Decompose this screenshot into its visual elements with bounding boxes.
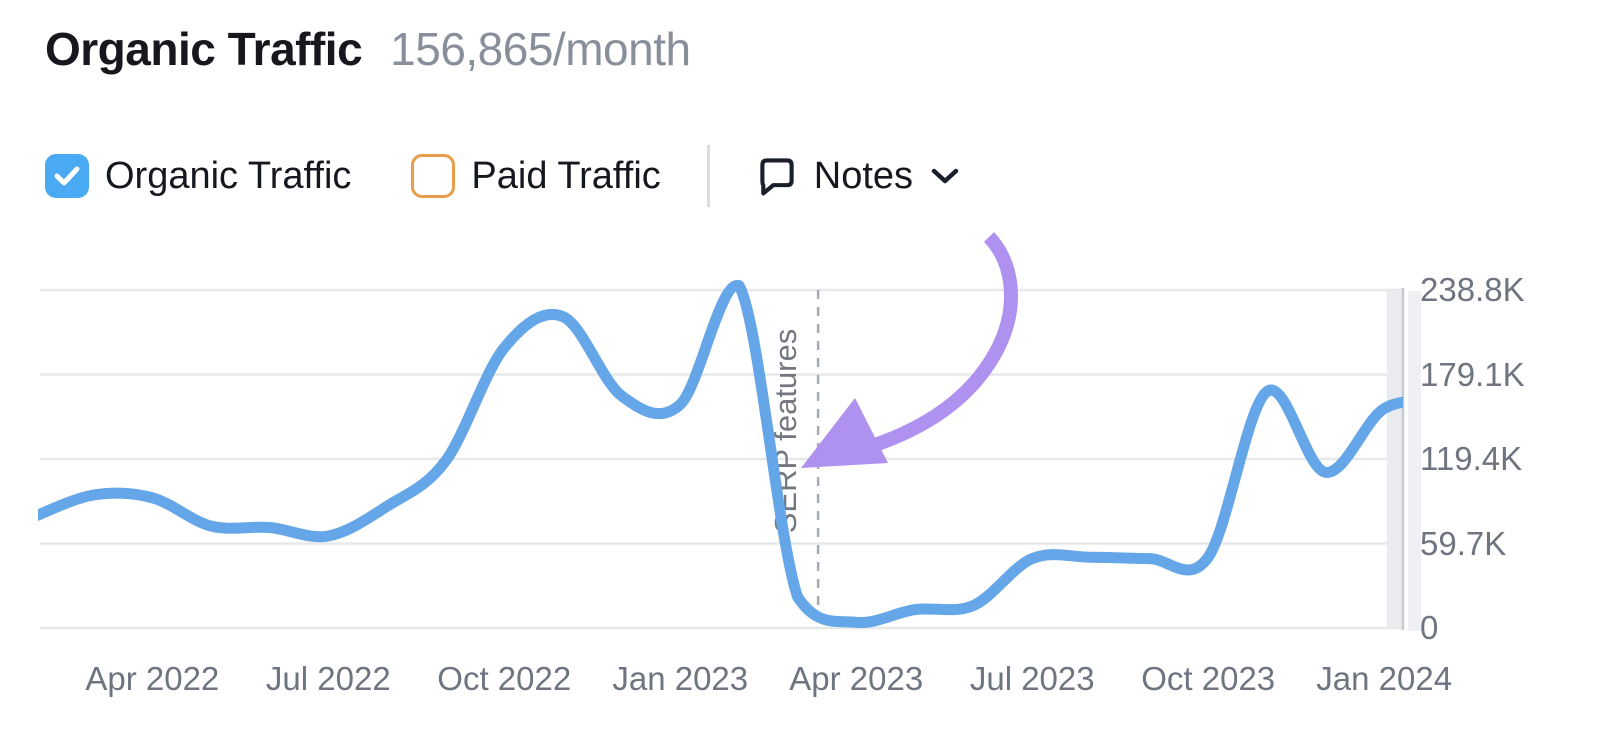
x-axis-tick-label: Oct 2023 — [1141, 660, 1276, 697]
x-axis-tick-label: Jan 2023 — [612, 660, 749, 697]
organic-traffic-label: Organic Traffic — [105, 154, 352, 197]
paid-traffic-toggle[interactable]: Paid Traffic — [411, 154, 661, 198]
organic-traffic-line — [38, 280, 1403, 628]
notes-label: Notes — [813, 154, 914, 197]
annotation-arrow-tail — [869, 232, 1018, 453]
chevron-down-icon — [931, 168, 959, 183]
x-axis-tick-label: Jan 2024 — [1316, 660, 1453, 697]
annotation-arrow-head — [801, 398, 888, 468]
chart-controls-row: Organic Traffic Paid Traffic Notes — [45, 144, 959, 208]
x-axis-tick-label: Apr 2023 — [789, 660, 924, 697]
organic-traffic-checkbox[interactable] — [45, 154, 89, 198]
y-axis-tick-label: 179.1K — [1420, 355, 1525, 393]
y-axis-tick-label: 59.7K — [1420, 524, 1507, 562]
vertical-divider — [706, 145, 710, 207]
traffic-per-month-value: 156,865/month — [390, 23, 691, 75]
annotation-arrow — [801, 232, 1018, 468]
y-axis-tick-label: 119.4K — [1420, 440, 1523, 477]
notes-dropdown[interactable]: Notes — [756, 154, 959, 198]
notes-icon — [760, 158, 794, 196]
x-axis-tick-label: Jul 2022 — [265, 660, 391, 697]
horizontal-gridlines — [40, 288, 1403, 630]
serp-features-annotation-label: SERP features — [768, 328, 803, 534]
widget-header: Organic Traffic 156,865/month — [45, 22, 691, 76]
y-axis-tick-label: 238.8K — [1420, 271, 1525, 308]
x-axis-tick-label: Apr 2022 — [85, 660, 220, 697]
x-axis-tick-label: Jul 2023 — [969, 660, 1095, 697]
x-axis-tick-label: Oct 2022 — [437, 660, 572, 697]
y-axis-tick-label: 0 — [1420, 609, 1439, 646]
paid-traffic-checkbox[interactable] — [411, 154, 456, 198]
paid-traffic-label: Paid Traffic — [471, 154, 661, 197]
current-period-shading — [1387, 290, 1403, 628]
page-title: Organic Traffic — [45, 23, 363, 75]
checkmark-icon — [54, 166, 80, 186]
organic-traffic-toggle[interactable]: Organic Traffic — [45, 154, 351, 198]
